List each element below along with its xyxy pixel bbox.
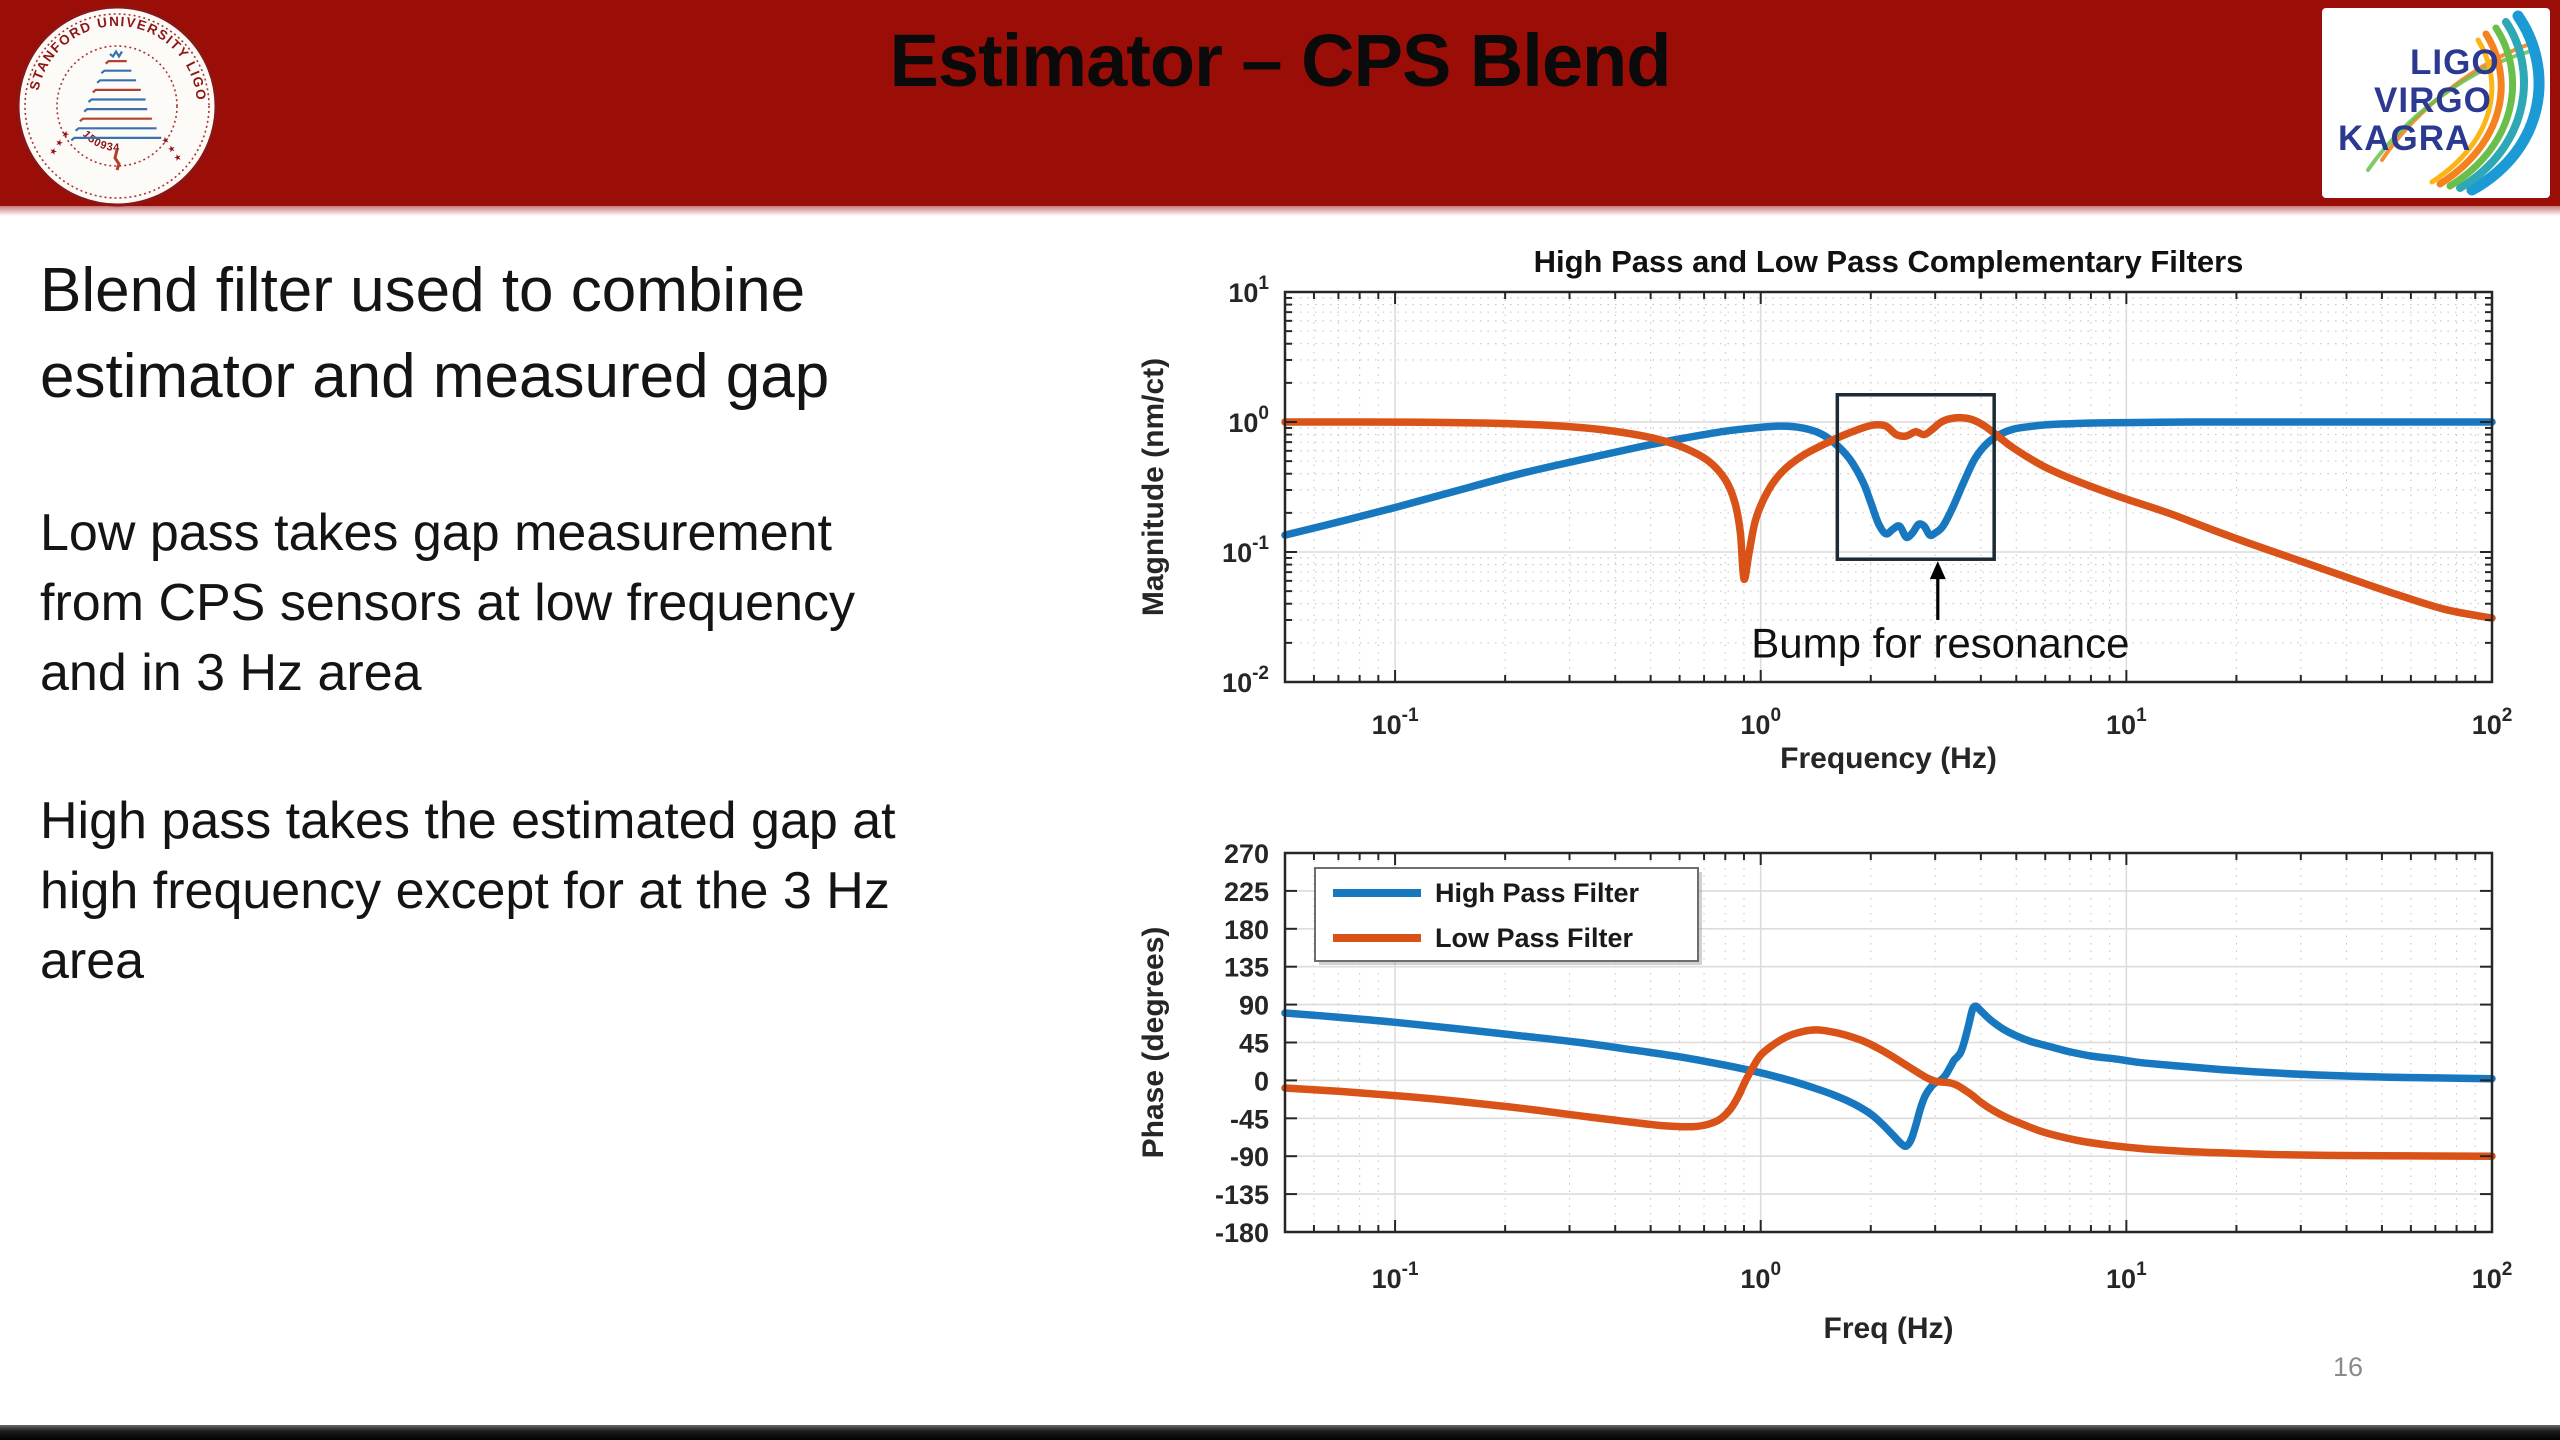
y-tick-label: 0 [1254, 1066, 1269, 1096]
annotation-arrow-head [1929, 561, 1946, 580]
y-tick-label: 270 [1224, 839, 1269, 869]
y-tick-label: -90 [1230, 1142, 1269, 1172]
low-pass-curve [1281, 413, 2496, 622]
paragraph-blend-filter: Blend filter used to combine estimator a… [40, 256, 830, 411]
paragraph-low-pass: Low pass takes gap measurement from CPS … [40, 504, 855, 703]
x-tick-label: 100 [1740, 705, 1781, 740]
tick-labels: 10-1 100 101 102 270 225 180 135 90 45 0 -45 -90 -135… [1215, 839, 2512, 1294]
slide-title: Estimator – CPS Blend [889, 19, 1672, 102]
annotation-label: Bump for resonance [1751, 619, 2129, 666]
x-tick-label: 10-1 [1372, 705, 1419, 740]
lvk-line-kagra: KAGRA [2338, 119, 2471, 158]
stanford-ligo-seal-logo: STANFORD UNIVERSITY LIGO GROUP 150934 ★ … [12, 2, 218, 207]
lvk-line-virgo: VIRGO [2374, 81, 2492, 120]
bottom-bar [0, 1425, 2560, 1440]
x-tick-label: 101 [2106, 1259, 2147, 1294]
chart-title: High Pass and Low Pass Complementary Fil… [1534, 244, 2244, 279]
lvk-line-ligo: LIGO [2410, 43, 2500, 82]
resonance-annotation-box [1835, 393, 1996, 561]
tick-labels: 10-1 100 101 102 10-2 10-1 100 101 [1222, 273, 2512, 740]
legend-entry-label: High Pass Filter [1435, 878, 1640, 908]
page-number: 16 [2332, 1352, 2364, 1382]
y-tick-label: 180 [1224, 915, 1269, 945]
y-tick-label: 225 [1224, 877, 1269, 907]
ticks [1284, 852, 2493, 1233]
x-tick-label: 102 [2472, 1259, 2513, 1294]
seismogram-tree-icon [70, 49, 162, 171]
phase-plot: 10-1 100 101 102 270 225 180 135 90 45 0 -45 -90 -135… [1137, 839, 2512, 1345]
y-tick-label: 100 [1228, 403, 1269, 438]
high-pass-curve [1281, 1002, 2496, 1151]
header-bar: Estimator – CPS Blend STANFORD UNIVERSIT… [0, 0, 2560, 216]
x-tick-label: 100 [1740, 1259, 1781, 1294]
legend: High Pass Filter Low Pass Filter [1314, 867, 1702, 965]
y-tick-label: 90 [1239, 991, 1269, 1021]
low-pass-curve [1281, 1026, 2496, 1160]
y-tick-label: -135 [1215, 1180, 1269, 1210]
x-tick-label: 10-1 [1372, 1259, 1419, 1294]
legend-box [1314, 867, 1699, 962]
y-tick-label: 10-2 [1222, 663, 1269, 698]
high-pass-curve [1281, 418, 2496, 542]
y-tick-label: 101 [1228, 273, 1269, 308]
y-tick-label: 45 [1239, 1029, 1269, 1059]
axes-box [1283, 290, 2494, 684]
lvk-swoosh-icon [2366, 10, 2545, 196]
ticks [1284, 291, 2493, 683]
y-tick-label: -180 [1215, 1218, 1269, 1248]
y-tick-label: -45 [1230, 1104, 1269, 1134]
ligo-virgo-kagra-logo: LIGO VIRGO KAGRA [2322, 8, 2550, 198]
y-axis-label: Magnitude (nm/ct) [1137, 358, 1170, 616]
y-axis-label: Phase (degrees) [1137, 927, 1170, 1159]
x-axis-label: Frequency (Hz) [1780, 742, 1997, 775]
y-tick-label: 10-1 [1222, 533, 1269, 568]
x-axis-label: Freq (Hz) [1824, 1312, 1954, 1345]
y-tick-label: 135 [1224, 953, 1269, 983]
x-tick-label: 102 [2472, 705, 2513, 740]
x-tick-label: 101 [2106, 705, 2147, 740]
paragraph-high-pass: High pass takes the estimated gap at hig… [40, 792, 896, 991]
legend-entry-label: Low Pass Filter [1435, 923, 1634, 953]
